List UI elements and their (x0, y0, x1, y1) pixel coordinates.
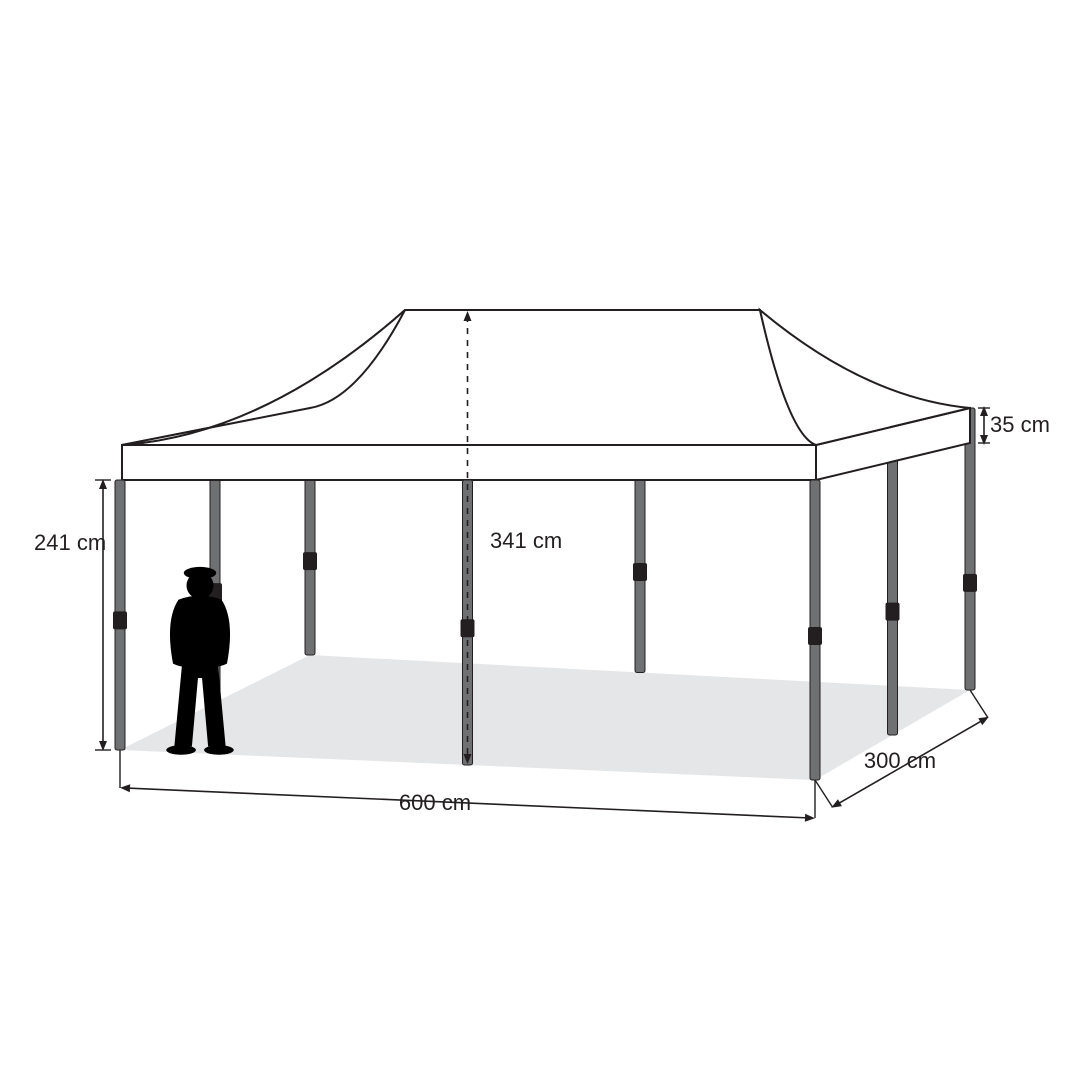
dim-label-width: 600 cm (399, 790, 471, 815)
dim-tick (970, 690, 988, 717)
dim-label-valance: 35 cm (990, 412, 1050, 437)
dim-label-height_side: 241 cm (34, 530, 106, 555)
pole-back-2 (965, 408, 975, 690)
dim-label-depth: 300 cm (864, 748, 936, 773)
floor-shadow (120, 655, 970, 780)
dim-label-height_total: 341 cm (490, 528, 562, 553)
pole-back-2-collar (963, 574, 977, 592)
pole-back-0-collar (303, 552, 317, 570)
pole-right-mid-collar (886, 603, 900, 621)
pole-right-mid (888, 427, 898, 736)
tent-dimension-diagram: 241 cm 341 cm 35 cm 600 cm 300 cm (0, 0, 1080, 1080)
pole-back-1-collar (633, 563, 647, 581)
valance-front (122, 445, 816, 480)
pole-front-0-collar (113, 611, 127, 629)
dim-tick (815, 780, 833, 807)
pole-front-2-collar (808, 627, 822, 645)
